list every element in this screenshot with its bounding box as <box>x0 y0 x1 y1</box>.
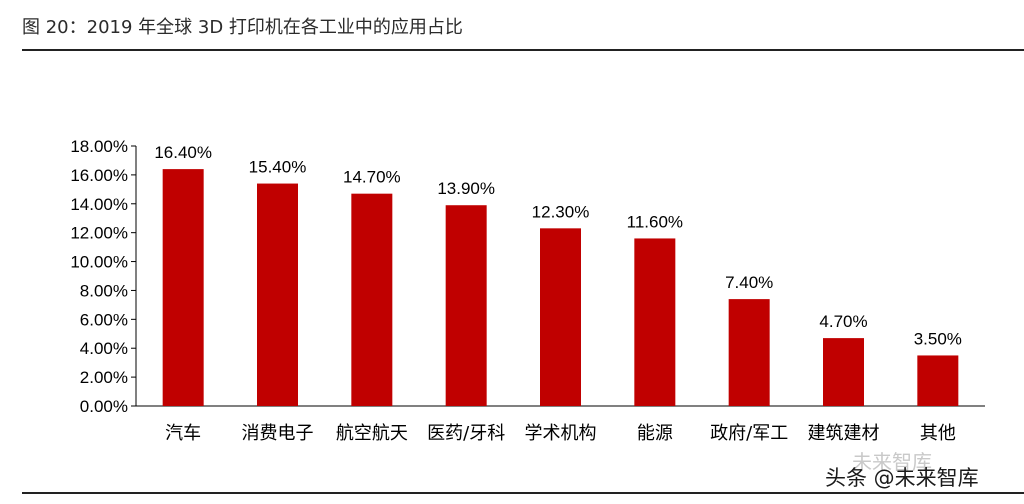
figure-title: 图 20：2019 年全球 3D 打印机在各工业中的应用占比 <box>22 17 463 38</box>
category-label: 医药/牙科 <box>427 423 505 444</box>
data-label: 11.60% <box>627 212 683 231</box>
bar <box>634 238 676 406</box>
bar <box>351 193 393 406</box>
y-tick-label: 10.00% <box>70 253 128 272</box>
bar <box>445 205 487 406</box>
category-label: 学术机构 <box>525 423 597 444</box>
bar <box>823 338 864 406</box>
category-label: 政府/军工 <box>710 423 788 444</box>
bar <box>728 299 770 406</box>
y-tick-label: 14.00% <box>70 195 128 214</box>
category-label: 能源 <box>637 423 673 444</box>
y-tick-label: 8.00% <box>80 281 128 300</box>
data-label: 3.50% <box>914 329 962 348</box>
y-tick-label: 6.00% <box>80 310 128 329</box>
data-label: 13.90% <box>437 179 495 198</box>
y-tick-label: 4.00% <box>80 339 128 358</box>
bar <box>540 228 581 406</box>
category-label: 建筑建材 <box>808 423 880 444</box>
y-tick-label: 2.00% <box>80 368 128 387</box>
bar <box>917 355 959 406</box>
data-label: 12.30% <box>532 202 590 221</box>
bar <box>257 183 298 406</box>
y-tick-label: 12.00% <box>70 224 128 243</box>
data-label: 16.40% <box>154 143 212 162</box>
watermark: 头条 @未来智库 <box>825 466 979 490</box>
data-label: 4.70% <box>819 312 867 331</box>
bar <box>162 169 204 406</box>
category-label: 消费电子 <box>242 423 314 444</box>
y-tick-label: 0.00% <box>80 397 128 416</box>
bottom-rule <box>22 492 1024 494</box>
data-label: 7.40% <box>725 273 773 292</box>
category-label: 汽车 <box>165 423 201 444</box>
top-rule <box>22 49 1024 51</box>
data-label: 14.70% <box>343 168 401 187</box>
watermark-faint: 未来智库 <box>852 450 932 474</box>
y-tick-label: 18.00% <box>70 137 128 156</box>
category-label: 航空航天 <box>336 423 408 444</box>
y-tick-label: 16.00% <box>70 166 128 185</box>
data-label: 15.40% <box>249 158 307 177</box>
category-label: 其他 <box>920 423 956 444</box>
